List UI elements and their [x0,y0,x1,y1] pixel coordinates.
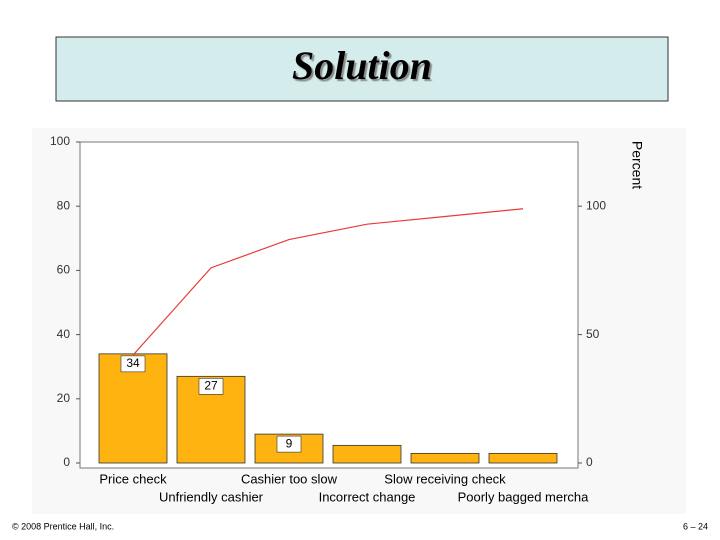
y-tick-label: 20 [57,391,71,405]
x-tick-label: Unfriendly cashier [159,489,264,504]
x-tick-label: Slow receiving check [384,471,506,486]
cumulative-line [132,208,524,356]
data-label: 27 [204,379,218,393]
y2-axis-label: Percent [629,141,645,189]
label-box [120,355,146,373]
title-box [55,36,669,102]
y-tick-label: 60 [57,263,71,277]
y-tick-label: 40 [57,327,71,341]
x-tick-label: Incorrect change [319,489,416,504]
data-label: 9 [286,436,293,450]
y2-tick-label: 100 [586,198,606,212]
footer-right: 6 – 24 [683,521,708,531]
y-tick-label: 100 [50,134,70,148]
label-box [198,378,224,395]
label-box [276,435,302,453]
y2-tick-label: 50 [586,327,600,341]
bar [332,444,402,464]
bar [410,452,480,464]
y-tick-label: 0 [63,455,70,469]
footer-left: © 2008 Prentice Hall, Inc. [12,521,114,531]
x-tick-label: Cashier too slow [241,471,338,486]
slide-title: Solution [292,43,432,88]
data-label: 34 [126,356,140,370]
y2-tick-label: 0 [586,455,593,469]
bar [488,452,558,464]
y-tick-label: 80 [57,198,71,212]
x-tick-label: Poorly bagged mercha [458,489,590,504]
x-tick-label: Price check [99,471,167,486]
